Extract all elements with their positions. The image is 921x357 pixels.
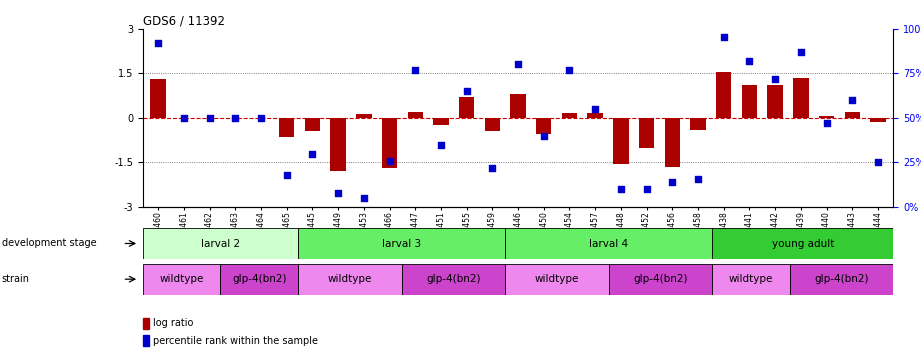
Point bbox=[279, 172, 294, 178]
Bar bbox=[790, 264, 893, 295]
Bar bbox=[510, 94, 526, 118]
Point bbox=[768, 76, 783, 81]
Text: larval 3: larval 3 bbox=[382, 238, 421, 249]
Point bbox=[717, 35, 731, 40]
Point bbox=[151, 40, 166, 46]
Bar bbox=[356, 114, 371, 118]
Point bbox=[613, 186, 628, 192]
Text: glp-4(bn2): glp-4(bn2) bbox=[814, 274, 869, 285]
Bar bbox=[382, 118, 397, 169]
Point bbox=[177, 115, 192, 121]
Text: wildtype: wildtype bbox=[328, 274, 372, 285]
Bar bbox=[459, 97, 474, 118]
Bar bbox=[609, 264, 712, 295]
Bar bbox=[691, 118, 705, 130]
Bar bbox=[279, 118, 295, 137]
Bar bbox=[402, 264, 505, 295]
Bar bbox=[665, 118, 680, 167]
Text: wildtype: wildtype bbox=[535, 274, 579, 285]
Bar bbox=[845, 112, 860, 118]
Bar bbox=[484, 118, 500, 131]
Bar bbox=[305, 118, 321, 131]
Point bbox=[331, 190, 345, 196]
Bar bbox=[407, 112, 423, 118]
Text: larval 2: larval 2 bbox=[201, 238, 240, 249]
Point bbox=[227, 115, 242, 121]
Bar bbox=[588, 114, 603, 118]
Bar bbox=[143, 264, 220, 295]
Point bbox=[305, 151, 320, 156]
Point bbox=[511, 61, 526, 67]
Point bbox=[434, 142, 449, 147]
Bar bbox=[536, 118, 552, 134]
Bar bbox=[613, 118, 629, 164]
Bar bbox=[505, 264, 609, 295]
Bar bbox=[639, 118, 654, 147]
Text: log ratio: log ratio bbox=[153, 318, 193, 328]
Bar bbox=[143, 228, 298, 259]
Bar bbox=[331, 118, 345, 171]
Bar bbox=[870, 118, 886, 122]
Point bbox=[485, 165, 500, 171]
Bar bbox=[150, 79, 166, 118]
Point bbox=[639, 186, 654, 192]
Text: glp-4(bn2): glp-4(bn2) bbox=[232, 274, 286, 285]
Bar bbox=[819, 116, 834, 118]
Text: wildtype: wildtype bbox=[159, 274, 204, 285]
Point bbox=[536, 133, 551, 139]
Point bbox=[794, 49, 809, 55]
Text: GDS6 / 11392: GDS6 / 11392 bbox=[143, 14, 225, 27]
Point bbox=[356, 195, 371, 201]
Text: glp-4(bn2): glp-4(bn2) bbox=[633, 274, 688, 285]
Bar bbox=[767, 85, 783, 118]
Text: larval 4: larval 4 bbox=[589, 238, 628, 249]
Bar bbox=[712, 264, 790, 295]
Bar bbox=[298, 264, 402, 295]
Text: development stage: development stage bbox=[2, 238, 97, 248]
Point bbox=[382, 158, 397, 164]
Point bbox=[562, 67, 577, 72]
Bar bbox=[793, 77, 809, 118]
Bar bbox=[143, 318, 149, 329]
Text: wildtype: wildtype bbox=[729, 274, 774, 285]
Point bbox=[408, 67, 423, 72]
Bar bbox=[143, 335, 149, 346]
Bar bbox=[505, 228, 712, 259]
Text: glp-4(bn2): glp-4(bn2) bbox=[426, 274, 481, 285]
Text: young adult: young adult bbox=[772, 238, 834, 249]
Bar bbox=[562, 114, 577, 118]
Bar bbox=[716, 72, 731, 118]
Point bbox=[870, 160, 885, 165]
Point bbox=[742, 58, 757, 64]
Point bbox=[691, 176, 705, 181]
Bar bbox=[712, 228, 893, 259]
Text: strain: strain bbox=[2, 274, 29, 284]
Bar bbox=[220, 264, 298, 295]
Bar bbox=[298, 228, 505, 259]
Point bbox=[253, 115, 268, 121]
Bar bbox=[741, 85, 757, 118]
Point bbox=[819, 120, 834, 126]
Point bbox=[460, 88, 474, 94]
Text: percentile rank within the sample: percentile rank within the sample bbox=[153, 336, 318, 346]
Point bbox=[845, 97, 859, 103]
Bar bbox=[433, 118, 449, 125]
Point bbox=[588, 106, 602, 112]
Point bbox=[665, 179, 680, 185]
Point bbox=[203, 115, 217, 121]
